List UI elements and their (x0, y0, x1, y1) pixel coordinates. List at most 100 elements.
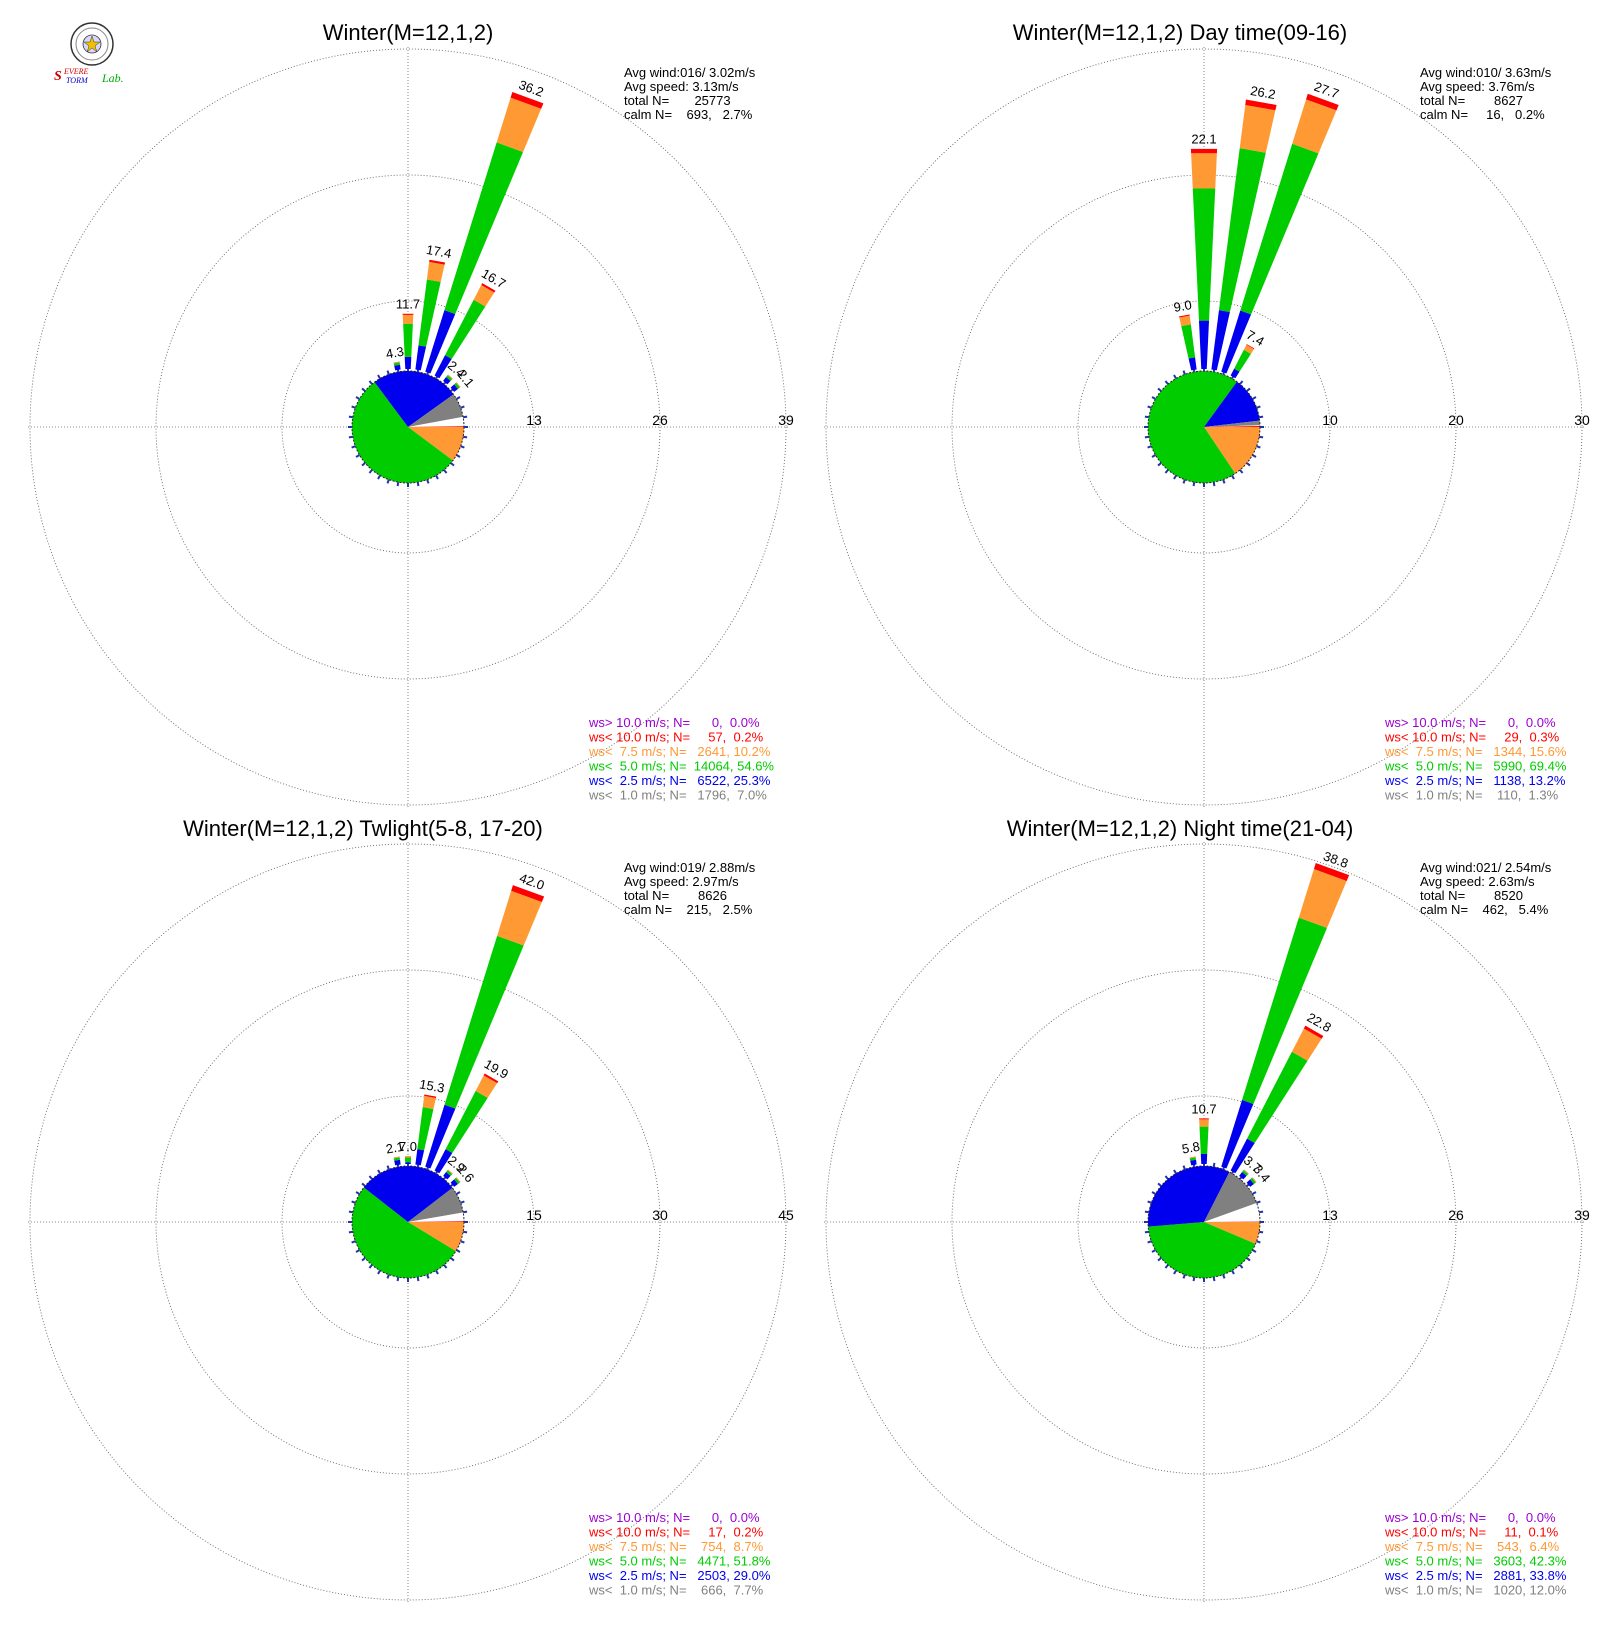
legend-entry-ws-gt-10: ws> 10.0 m/s; N= 0, 0.0% (1384, 1510, 1556, 1525)
legend-entry-ws-lt-2-5: ws< 2.5 m/s; N= 1138, 13.2% (1384, 773, 1566, 788)
bar-segment (450, 384, 458, 392)
wind-bar: 17.4 (415, 242, 453, 371)
bar-segment (1252, 1177, 1257, 1183)
pie-tick (355, 396, 361, 400)
pie-tick (368, 1175, 373, 1180)
bar-segment (455, 1177, 461, 1183)
bar-segment (1179, 314, 1190, 318)
wind-bar: 7.0 (399, 1139, 417, 1165)
bar-segment (1218, 148, 1266, 313)
legend-entry-ws-lt-7-5: ws< 7.5 m/s; N= 754, 8.7% (588, 1539, 764, 1554)
pie-tick (460, 445, 465, 449)
bar-segment (1189, 1156, 1196, 1158)
pie-tick (435, 1269, 439, 1275)
pie-tick (1151, 396, 1157, 400)
bar-segment (418, 279, 441, 347)
pie-tick (1144, 1230, 1150, 1234)
pie-tick (351, 445, 356, 449)
ring-label: 39 (778, 412, 794, 428)
pie-tick (368, 380, 373, 385)
ring (281, 1095, 535, 1349)
bar-segment (394, 1159, 401, 1166)
stat-line: calm N= 462, 5.4% (1420, 902, 1549, 917)
bar-value-label: 15.3 (418, 1076, 446, 1095)
bar-segment (403, 323, 413, 357)
bar-segment (1292, 99, 1337, 154)
wind-bar: 2.1 (385, 1139, 405, 1166)
pie-tick (1222, 479, 1226, 484)
legend-entry-ws-lt-1: ws< 1.0 m/s; N= 1020, 12.0% (1384, 1583, 1567, 1598)
bar-segment (455, 382, 461, 388)
ring-label: 30 (1574, 412, 1590, 428)
pie-tick (1256, 405, 1261, 409)
pie-slice-ws-lt-1 (408, 1187, 464, 1222)
bar-value-label: 26.2 (1249, 83, 1277, 102)
bar-segment (1230, 1138, 1255, 1174)
pie-slice-ws-lt-1 (1204, 1172, 1257, 1222)
pie-tick (1246, 462, 1251, 467)
bar-segment (404, 1156, 412, 1158)
ring-label: 20 (1448, 412, 1464, 428)
bar-segment (1189, 1157, 1197, 1161)
bar-segment (402, 313, 414, 315)
svg-text:TORM: TORM (66, 76, 89, 85)
pie-tick (1173, 1269, 1177, 1275)
pie-slice-ws-lt-7-5 (1204, 1222, 1260, 1244)
bar-segment (394, 364, 401, 371)
ring (825, 48, 1583, 806)
ring (1077, 300, 1331, 554)
pie-slice-ws-lt-2-5 (1148, 1165, 1230, 1227)
pie-tick (1182, 1274, 1186, 1279)
bar-segment (511, 885, 545, 902)
bar-segment (447, 374, 453, 379)
pie-tick (1258, 435, 1264, 439)
bar-segment (496, 97, 542, 152)
pie-slice-ws-lt-2-5 (1204, 381, 1260, 427)
pie-tick (443, 1264, 448, 1269)
bar-segment (425, 310, 456, 374)
bar-segment (415, 1149, 425, 1166)
bar-segment (447, 1169, 453, 1174)
pie-tick (462, 1230, 468, 1234)
pie-slice-ws-lt-1 (1204, 420, 1260, 427)
bar-segment (447, 374, 453, 380)
legend-entry-ws-lt-7-5: ws< 7.5 m/s; N= 1344, 15.6% (1384, 744, 1567, 759)
bar-segment (405, 1162, 411, 1165)
bar-segment (1181, 324, 1196, 359)
legend-entry-ws-lt-1: ws< 1.0 m/s; N= 1796, 7.0% (588, 788, 767, 803)
pie-tick (460, 1200, 465, 1204)
bar-segment (1192, 188, 1216, 321)
pie-tick (1173, 474, 1177, 480)
ring (281, 300, 535, 554)
legend-entry-ws-lt-2-5: ws< 2.5 m/s; N= 2881, 33.8% (1384, 1568, 1567, 1583)
pie-tick (1258, 1210, 1264, 1214)
pie-tick (1212, 481, 1216, 487)
wind-bar: 9.0 (1172, 297, 1197, 371)
bar-segment (445, 299, 486, 359)
chart-title: Winter(M=12,1,2) Night time(21-04) (1007, 816, 1354, 841)
bar-segment (1188, 357, 1197, 371)
bar-segment (1191, 153, 1217, 189)
bar-segment (1243, 1169, 1249, 1174)
legend-entry-ws-gt-10: ws> 10.0 m/s; N= 0, 0.0% (588, 1510, 760, 1525)
pie-tick (348, 435, 354, 439)
bar-segment (1179, 315, 1191, 327)
pie-tick (1147, 445, 1152, 449)
pie-slice-calm (1204, 425, 1260, 427)
pie-tick (348, 1230, 354, 1234)
bar-segment (1306, 93, 1339, 111)
ring-label: 15 (526, 1207, 542, 1223)
bar-value-label: 7.0 (399, 1139, 417, 1154)
stat-line: Avg wind:021/ 2.54m/s (1420, 860, 1552, 875)
bar-segment (1246, 1179, 1254, 1187)
bar-segment (1199, 1126, 1209, 1155)
legend-entry-ws-gt-10: ws> 10.0 m/s; N= 0, 0.0% (588, 715, 760, 730)
lab-logo: S EVERE TORM Lab. (52, 20, 148, 86)
pie-tick (1147, 1200, 1152, 1204)
chart-title: Winter(M=12,1,2) (323, 20, 494, 45)
bar-segment (1243, 1169, 1249, 1175)
pie-slice-ws-lt-1 (408, 394, 464, 427)
wind-bar: 26.2 (1211, 83, 1277, 371)
stat-line: Avg wind:019/ 2.88m/s (624, 860, 756, 875)
pie-tick (386, 370, 390, 375)
